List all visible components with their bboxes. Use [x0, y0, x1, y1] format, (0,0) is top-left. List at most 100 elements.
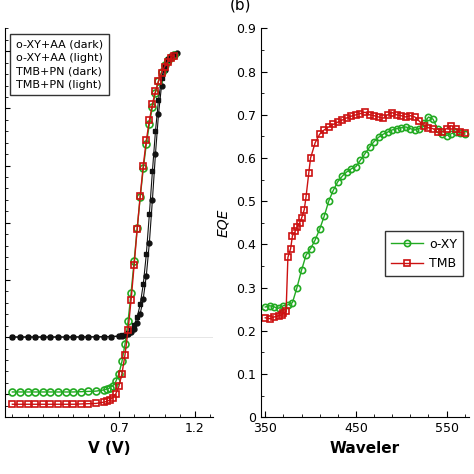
TMB+PN (light) [144, 137, 149, 143]
TMB+PN (dark) [162, 63, 167, 68]
TMB+PN (light) [128, 297, 134, 303]
o-XY+AA (light) [71, 389, 76, 395]
TMB+PN (dark) [159, 76, 164, 82]
TMB+PN (light) [146, 118, 152, 123]
TMB+PN (dark) [144, 251, 149, 257]
o-XY+AA (light) [110, 383, 116, 389]
o-XY+AA (dark) [131, 326, 137, 331]
o-XY+AA (dark) [63, 334, 68, 340]
TMB+PN (light) [155, 78, 161, 84]
TMB+PN (dark) [168, 53, 173, 59]
o-XY+AA (dark) [25, 334, 30, 340]
TMB+PN (light) [110, 395, 116, 401]
TMB+PN (dark) [131, 322, 137, 328]
TMB+PN (light) [140, 163, 146, 168]
TMB+PN (light) [131, 262, 137, 268]
TMB+PN (light) [71, 401, 76, 407]
o-XY+AA (dark) [150, 197, 155, 203]
o-XY+AA (light) [159, 69, 164, 75]
TMB+PN (dark) [165, 56, 171, 62]
o-XY [348, 166, 354, 172]
o-XY+AA (dark) [71, 334, 76, 340]
o-XY+AA (dark) [122, 333, 128, 338]
o-XY+AA (light) [134, 226, 140, 231]
TMB+PN (light) [101, 400, 107, 405]
o-XY [462, 131, 467, 137]
TMB [281, 310, 286, 316]
o-XY+AA (light) [47, 389, 53, 395]
o-XY [272, 304, 277, 310]
X-axis label: Waveler: Waveler [330, 440, 400, 456]
TMB+PN (light) [122, 352, 128, 358]
o-XY [357, 157, 363, 163]
o-XY+AA (light) [17, 389, 23, 395]
o-XY+AA (light) [32, 389, 38, 395]
TMB+PN (dark) [109, 334, 114, 339]
o-XY+AA (dark) [155, 111, 161, 117]
TMB+PN (light) [116, 383, 122, 389]
TMB [263, 315, 268, 320]
TMB+PN (dark) [71, 334, 76, 340]
o-XY+AA (dark) [55, 334, 61, 340]
TMB+PN (light) [119, 371, 125, 376]
TMB+PN (light) [9, 401, 15, 407]
TMB+PN (light) [47, 401, 53, 407]
TMB+PN (light) [153, 89, 158, 94]
TMB+PN (dark) [140, 282, 146, 287]
TMB+PN (dark) [25, 334, 30, 340]
TMB+PN (light) [168, 55, 173, 61]
TMB+PN (light) [125, 327, 131, 333]
o-XY [317, 227, 322, 232]
o-XY+AA (light) [25, 389, 30, 395]
Line: TMB: TMB [262, 109, 468, 322]
o-XY [330, 188, 336, 193]
o-XY+AA (dark) [119, 333, 125, 339]
o-XY+AA (light) [86, 389, 91, 394]
o-XY [457, 130, 463, 136]
TMB [462, 130, 467, 136]
TMB+PN (dark) [171, 51, 176, 56]
o-XY+AA (light) [171, 52, 176, 57]
o-XY+AA (light) [55, 389, 61, 395]
TMB+PN (dark) [137, 301, 143, 307]
o-XY+AA (dark) [165, 59, 171, 65]
TMB+PN (light) [17, 401, 23, 407]
o-XY+AA (dark) [93, 334, 99, 340]
TMB+PN (dark) [150, 168, 155, 174]
TMB+PN (dark) [122, 332, 128, 337]
o-XY [367, 145, 373, 150]
o-XY+AA (dark) [171, 52, 176, 57]
TMB+PN (light) [104, 399, 109, 404]
o-XY+AA (light) [153, 90, 158, 96]
TMB+PN (dark) [40, 334, 46, 340]
TMB [267, 316, 273, 321]
TMB+PN (dark) [119, 333, 125, 338]
TMB [344, 115, 350, 121]
TMB+PN (dark) [116, 333, 122, 339]
o-XY+AA (light) [155, 79, 161, 84]
o-XY+AA (light) [116, 371, 122, 376]
TMB+PN (dark) [47, 334, 53, 340]
TMB+PN (light) [40, 401, 46, 407]
o-XY+AA (light) [122, 341, 128, 347]
TMB+PN (dark) [153, 128, 158, 134]
o-XY [417, 126, 422, 131]
TMB [317, 131, 322, 137]
TMB+PN (dark) [17, 334, 23, 340]
o-XY [326, 198, 331, 204]
o-XY+AA (light) [168, 54, 173, 60]
o-XY+AA (light) [104, 386, 109, 392]
TMB+PN (light) [171, 53, 176, 59]
o-XY [439, 131, 445, 137]
Line: TMB+PN (dark): TMB+PN (dark) [10, 51, 176, 339]
TMB+PN (dark) [146, 211, 152, 217]
o-XY+AA (dark) [32, 334, 38, 340]
o-XY [285, 302, 291, 308]
o-XY [312, 237, 318, 243]
TMB+PN (light) [162, 64, 167, 70]
Legend: o-XY, TMB: o-XY, TMB [385, 231, 463, 276]
o-XY+AA (light) [63, 389, 68, 395]
o-XY [362, 151, 368, 156]
o-XY+AA (dark) [9, 334, 15, 340]
o-XY [353, 164, 359, 170]
